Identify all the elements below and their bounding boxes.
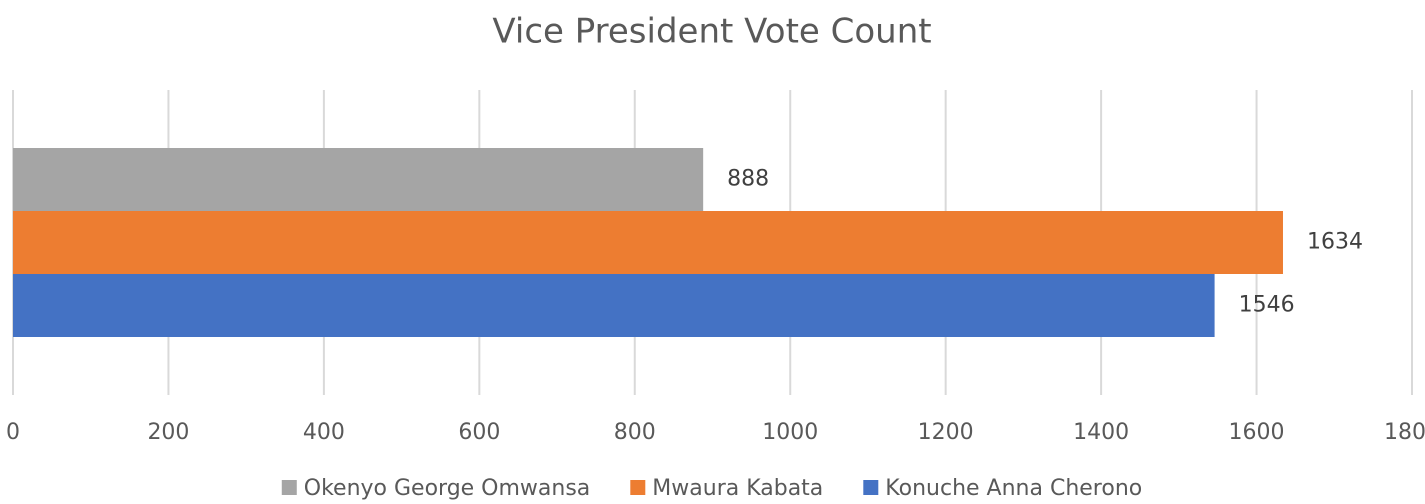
legend-swatch [281,480,297,495]
chart-title: Vice President Vote Count [492,12,931,52]
legend-label: Mwaura Kabata [652,476,823,501]
value-label: 1634 [1307,230,1363,255]
x-tick-label: 600 [458,420,500,445]
bar [13,211,1283,274]
x-tick-label: 1400 [1073,420,1129,445]
legend-swatch [630,480,646,495]
legend-swatch [863,480,879,495]
x-tick-label: 1200 [918,420,974,445]
value-label: 1546 [1239,293,1295,318]
value-label: 888 [727,167,769,192]
x-tick-label: 1800 [1384,420,1425,445]
x-tick-label: 0 [6,420,20,445]
bar [13,274,1215,337]
x-tick-label: 1600 [1229,420,1285,445]
x-tick-label: 1000 [762,420,818,445]
bar [13,148,704,211]
x-tick-label: 400 [303,420,345,445]
legend-label: Konuche Anna Cherono [885,476,1142,501]
x-tick-label: 800 [614,420,656,445]
x-tick-label: 200 [147,420,189,445]
legend-label: Okenyo George Omwansa [304,476,591,501]
